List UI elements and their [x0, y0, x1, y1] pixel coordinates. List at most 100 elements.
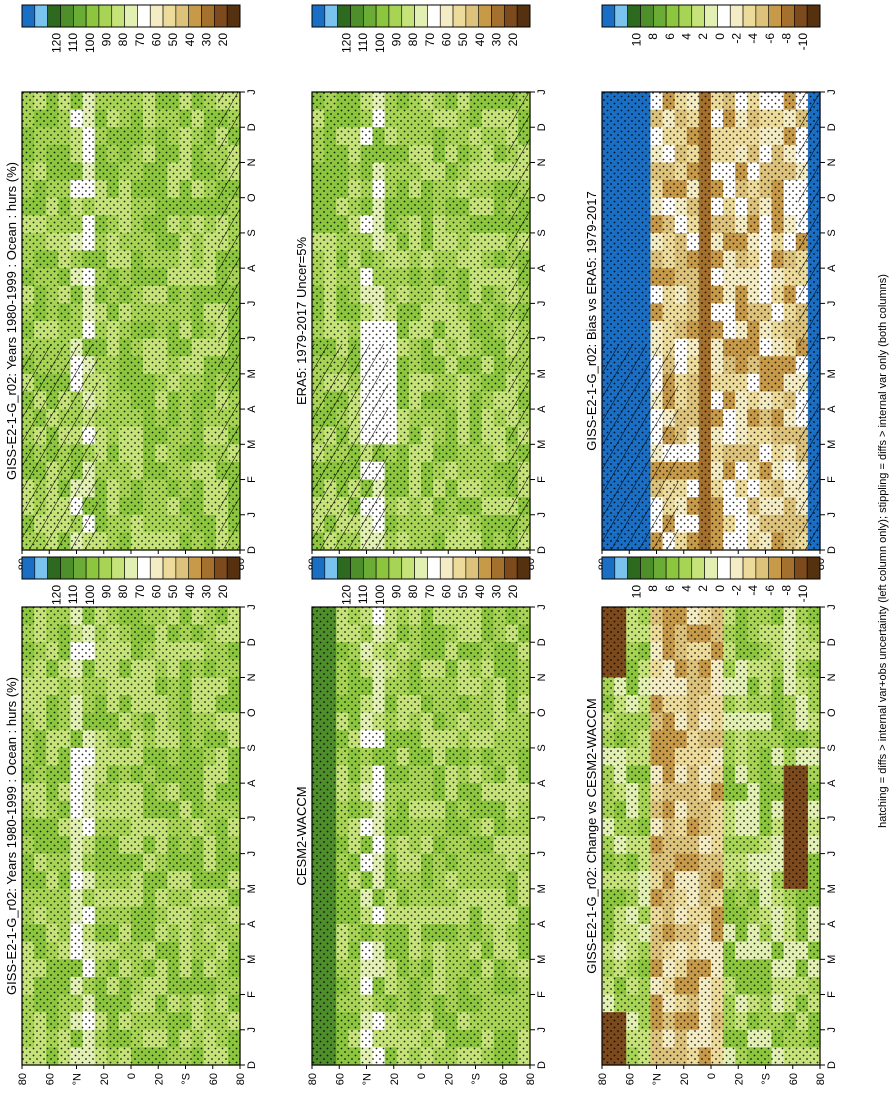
- colorbar-box: [781, 556, 795, 580]
- colorbar-box: [72, 4, 87, 28]
- colorbar-box: [742, 556, 757, 580]
- x-tick-label: D: [536, 638, 548, 646]
- colorbar-box: [324, 4, 338, 28]
- x-tick-label: J: [826, 1027, 838, 1033]
- colorbar-box: [601, 556, 616, 580]
- x-tick-label: A: [826, 779, 838, 787]
- x-tick-label: J: [826, 604, 838, 610]
- colorbar-box: [311, 4, 326, 28]
- x-tick-label: J: [246, 851, 258, 857]
- colorbar-box: [124, 556, 138, 580]
- x-tick-label: S: [246, 229, 258, 236]
- x-tick-label: J: [536, 301, 548, 307]
- x-tick-label: N: [536, 673, 548, 681]
- colorbar-frame: [21, 4, 241, 28]
- colorbar-box: [201, 4, 215, 28]
- colorbar-label: 20: [216, 585, 230, 599]
- colorbar-label: -6: [763, 585, 777, 596]
- colorbar-box: [214, 556, 228, 580]
- x-tick-label: M: [536, 955, 548, 964]
- panel-title: GISS-E2-1-G_r02: Years 1980-1999 : Ocean…: [4, 162, 19, 480]
- x-tick-label: S: [246, 744, 258, 751]
- x-tick-label: M: [536, 884, 548, 893]
- colorbar-box: [111, 4, 125, 28]
- colorbar-label: 20: [506, 585, 520, 599]
- x-tick-label: M: [246, 884, 258, 893]
- y-tick-label: 80: [307, 1073, 319, 1085]
- colorbar-box: [640, 4, 654, 28]
- colorbar-box: [627, 556, 641, 580]
- hatching: [798, 92, 820, 550]
- x-tick-label: F: [246, 476, 258, 483]
- colorbar-label: 80: [406, 585, 420, 599]
- x-tick-label: D: [246, 638, 258, 646]
- x-tick-label: J: [826, 512, 838, 518]
- y-tick-label: °S: [471, 1073, 483, 1085]
- y-tick-label: 80: [815, 1073, 827, 1085]
- colorbar-label: 40: [183, 585, 197, 599]
- colorbar-label: 90: [99, 585, 113, 599]
- x-tick-label: J: [826, 89, 838, 95]
- colorbar-box: [794, 556, 808, 580]
- y-tick-label: 20: [733, 1073, 745, 1085]
- colorbar-box: [162, 4, 177, 28]
- colorbar-box: [627, 4, 641, 28]
- x-tick-label: F: [536, 991, 548, 998]
- colorbar-label: 50: [456, 33, 470, 47]
- y-tick-label: 20: [679, 1073, 691, 1085]
- x-tick-label: M: [246, 369, 258, 378]
- colorbar-box: [214, 4, 228, 28]
- colorbar-box: [729, 556, 744, 580]
- y-tick-label: °N: [652, 1073, 664, 1085]
- panel-left-top: GISS-E2-1-G_r02: Years 1980-1999 : Ocean…: [4, 4, 258, 570]
- colorbar-box: [21, 4, 36, 28]
- colorbar-box: [452, 556, 467, 580]
- colorbar-label: 40: [473, 585, 487, 599]
- x-tick-label: A: [536, 920, 548, 928]
- panel-right-middle: CESM2-WACCM D J F M A M J J A S O N D J 80 60 °N 20 0 20 °S 60…: [294, 556, 548, 1085]
- colorbar-box: [755, 556, 770, 580]
- x-tick-label: S: [826, 744, 838, 751]
- x-tick-label: M: [826, 955, 838, 964]
- y-tick-label: 80: [597, 1073, 609, 1085]
- colorbar-box: [137, 556, 151, 580]
- colorbar-label: -4: [746, 33, 760, 44]
- colorbar-label: 110: [356, 33, 370, 52]
- colorbar-box: [704, 556, 718, 580]
- colorbar-label: 30: [490, 33, 504, 47]
- x-tick-label: J: [536, 89, 548, 95]
- x-tick-label: A: [536, 779, 548, 787]
- x-tick-label: J: [536, 604, 548, 610]
- colorbar-label: 70: [423, 33, 437, 47]
- panel-left-middle: ERA5: 1979-2017 Uncer=5% D J F M A M J J A S O N D J 80…: [294, 4, 548, 570]
- x-tick-label: F: [536, 476, 548, 483]
- colorbar-box: [491, 556, 505, 580]
- colorbar-box: [516, 556, 531, 580]
- colorbar-label: 110: [356, 585, 370, 604]
- y-tick-label: °S: [181, 1073, 193, 1085]
- colorbar-box: [704, 4, 718, 28]
- x-tick-label: O: [246, 708, 258, 717]
- colorbar-label: 120: [49, 585, 63, 605]
- stippling: [312, 607, 530, 1065]
- y-tick-label: 80: [17, 1073, 29, 1085]
- colorbar-label: 2: [696, 585, 710, 592]
- x-tick-label: O: [826, 708, 838, 717]
- x-tick-label: M: [246, 955, 258, 964]
- panel-left-bottom: GISS-E2-1-G_r02: Bias vs ERA5: 1979-2017…: [584, 4, 838, 570]
- colorbar-label: 80: [116, 33, 130, 47]
- x-tick-label: N: [826, 158, 838, 166]
- hatching: [22, 343, 99, 550]
- colorbar-label: 120: [49, 33, 63, 53]
- x-tick-label: S: [826, 229, 838, 236]
- colorbar-box: [324, 556, 338, 580]
- colorbar-label: 80: [116, 585, 130, 599]
- x-tick-label: A: [536, 264, 548, 272]
- y-tick-label: 60: [624, 1073, 636, 1085]
- colorbar-label: 8: [646, 33, 660, 40]
- colorbar-label: 40: [473, 33, 487, 47]
- colorbar-box: [414, 556, 428, 580]
- x-tick-label: J: [826, 851, 838, 857]
- colorbar-label: -6: [763, 33, 777, 44]
- x-tick-label: D: [246, 123, 258, 131]
